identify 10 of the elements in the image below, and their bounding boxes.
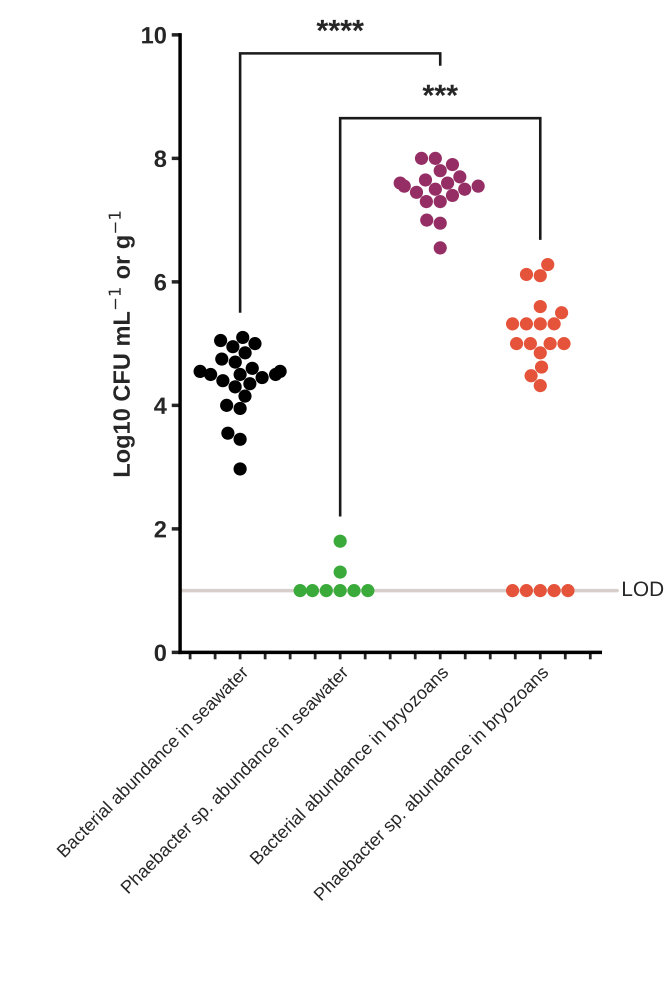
y-tick-label: 0 [154,644,166,662]
y-tick-label: 2 [154,520,166,538]
y-tick-label: 10 [142,26,166,44]
ref-line-label: LOD [623,581,664,596]
y-tick-label: 8 [154,150,166,168]
annotation: *** [422,84,458,96]
y-tick-label: 4 [154,398,167,414]
y-axis-title: Log10 CFU mL$^{−1}$ or g$^{−1}$ [108,212,135,476]
text: **** [316,20,364,32]
y-tick-label: 6 [154,274,166,291]
